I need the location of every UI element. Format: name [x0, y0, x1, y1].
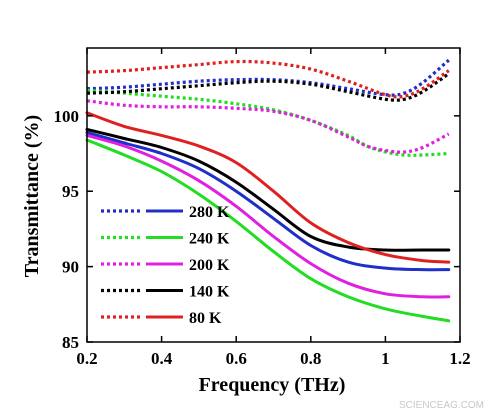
y-tick-label: 85 [62, 333, 79, 352]
x-tick-label: 0.2 [76, 349, 97, 368]
x-tick-label: 0.4 [151, 349, 173, 368]
legend-label: 200 K [189, 257, 230, 274]
legend: 280 K 240 K 200 K 140 K 80 K [101, 204, 230, 327]
x-tick-label: 1 [381, 349, 390, 368]
y-tick-label: 95 [62, 182, 79, 201]
plot-frame [86, 47, 461, 343]
x-axis-title: Frequency (THz) [199, 374, 346, 396]
x-tick-label: 1.2 [449, 349, 470, 368]
legend-label: 80 K [189, 310, 222, 327]
series-line-solid-1 [85, 138, 451, 323]
legend-label: 140 K [189, 284, 230, 301]
watermark-text: SCIENCEAG.COM [399, 400, 484, 411]
series-line-dotted-9 [86, 59, 450, 99]
series-line-solid-2 [85, 133, 451, 299]
x-tick-label: 0.8 [300, 349, 321, 368]
y-tick-label: 90 [62, 258, 79, 277]
x-tick-label: 0.6 [226, 349, 247, 368]
series-line-solid-3 [85, 127, 451, 252]
series-line-solid-4 [85, 111, 451, 264]
y-tick-label: 100 [54, 107, 80, 126]
ticks-layer: 0.2 0.4 0.6 0.8 1 1.2 85 90 95 100 [54, 48, 471, 368]
y-axis-title: Transmittance (%) [21, 115, 43, 277]
series-line-dotted-8 [86, 72, 450, 102]
series-line-solid-0 [85, 130, 451, 272]
series-line-dotted-6 [86, 88, 449, 157]
legend-label: 240 K [189, 231, 230, 248]
series-line-dotted-7 [86, 99, 450, 154]
plot-layer [85, 58, 451, 323]
legend-label: 280 K [189, 204, 230, 221]
